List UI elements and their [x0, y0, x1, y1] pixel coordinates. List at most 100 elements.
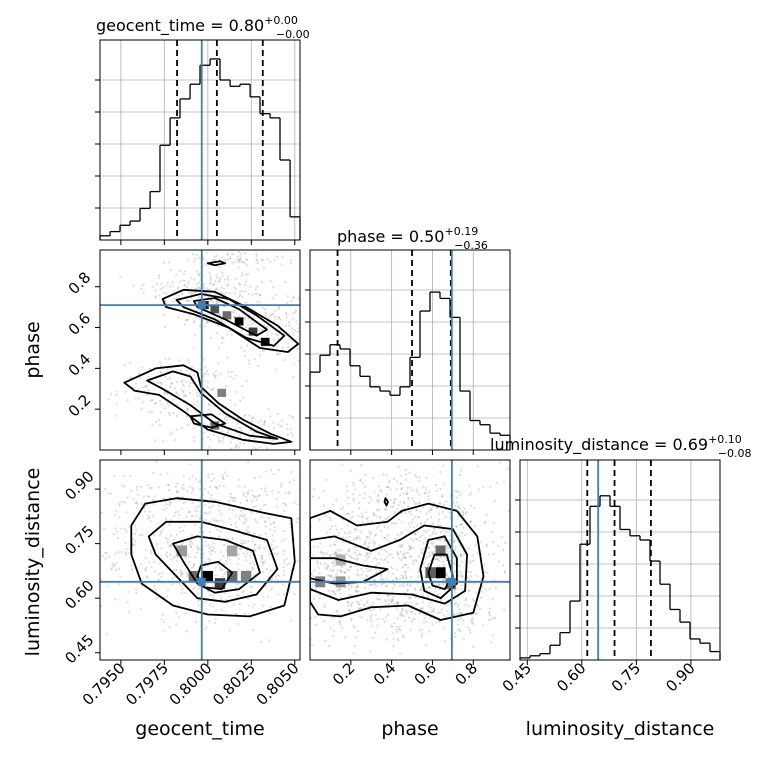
sample-point — [248, 362, 251, 365]
sample-point — [296, 517, 299, 520]
sample-point — [369, 568, 372, 572]
sample-point — [374, 534, 377, 537]
sample-point — [369, 609, 373, 612]
xlabel-phase: phase — [381, 718, 438, 740]
sample-point — [442, 613, 445, 617]
sample-point — [302, 441, 304, 443]
sample-point — [410, 521, 413, 524]
sample-point — [343, 571, 346, 574]
sample-point — [238, 514, 241, 518]
sample-point — [343, 571, 346, 574]
sample-point — [270, 588, 273, 591]
sample-point — [161, 613, 164, 616]
sample-point — [141, 401, 145, 404]
sample-point — [416, 537, 419, 541]
sample-point — [375, 564, 378, 567]
sample-point — [459, 524, 462, 527]
sample-point — [390, 521, 393, 525]
sample-point — [176, 559, 179, 563]
sample-point — [166, 392, 169, 395]
sample-point — [328, 554, 331, 557]
sample-point — [190, 291, 193, 294]
sample-point — [486, 543, 489, 546]
sample-point — [415, 502, 418, 505]
sample-point — [228, 629, 231, 632]
sample-point — [401, 487, 404, 490]
sample-point — [366, 557, 369, 560]
sample-point — [402, 507, 405, 510]
sample-point — [154, 570, 157, 573]
sample-point — [284, 324, 288, 327]
sample-point — [223, 417, 226, 421]
sample-point — [168, 413, 171, 416]
sample-point — [454, 548, 457, 551]
sample-point — [213, 374, 216, 377]
sample-point — [234, 446, 237, 449]
sample-point — [458, 534, 461, 538]
sample-point — [312, 495, 315, 498]
sample-point — [202, 258, 205, 261]
sample-point — [218, 504, 221, 507]
sample-point — [171, 285, 174, 288]
sample-point — [244, 520, 247, 523]
sample-point — [148, 516, 151, 519]
sample-point — [253, 579, 256, 582]
truth-marker — [447, 577, 456, 586]
sample-point — [184, 405, 187, 408]
sample-point — [431, 551, 434, 555]
sample-point — [371, 476, 375, 479]
sample-point — [304, 591, 306, 593]
sample-point — [456, 612, 459, 615]
sample-point — [163, 391, 166, 394]
sample-point — [487, 612, 491, 615]
sample-point — [206, 288, 209, 291]
sample-point — [427, 563, 430, 566]
sample-point — [347, 549, 350, 553]
sample-point — [453, 632, 456, 635]
sample-point — [206, 370, 209, 373]
sample-point — [186, 573, 190, 576]
sample-point — [433, 582, 436, 586]
sample-point — [128, 362, 131, 365]
sample-point — [409, 546, 412, 549]
sample-point — [362, 570, 365, 573]
sample-point — [120, 551, 123, 554]
sample-point — [169, 433, 172, 436]
sample-point — [124, 390, 127, 393]
sample-point — [242, 491, 245, 494]
sample-point — [458, 507, 461, 510]
sample-point — [251, 560, 254, 563]
sample-point — [260, 281, 263, 284]
sample-point — [424, 486, 427, 489]
sample-point — [294, 506, 296, 508]
sample-point — [254, 543, 257, 547]
sample-point — [420, 635, 423, 638]
sample-point — [249, 556, 252, 560]
sample-point — [377, 509, 380, 512]
sample-point — [416, 524, 419, 527]
sample-point — [264, 308, 267, 311]
sample-point — [348, 513, 351, 516]
sample-point — [358, 537, 361, 540]
sample-point — [168, 285, 171, 288]
sample-point — [511, 588, 513, 590]
sample-point — [390, 600, 393, 603]
sample-point — [328, 528, 331, 531]
sample-point — [423, 546, 426, 549]
sample-point — [412, 562, 415, 565]
sample-point — [492, 521, 496, 524]
sample-point — [142, 291, 145, 294]
sample-point — [416, 531, 419, 534]
sample-point — [175, 623, 178, 626]
sample-point — [127, 551, 130, 554]
sample-point — [413, 526, 416, 529]
sample-point — [412, 547, 415, 550]
sample-point — [243, 283, 247, 287]
sample-point — [240, 547, 243, 550]
sample-point — [285, 557, 288, 560]
sample-point — [438, 583, 441, 586]
sample-point — [443, 539, 447, 543]
sample-point — [226, 556, 229, 560]
sample-point — [187, 385, 191, 388]
sample-point — [420, 585, 423, 588]
